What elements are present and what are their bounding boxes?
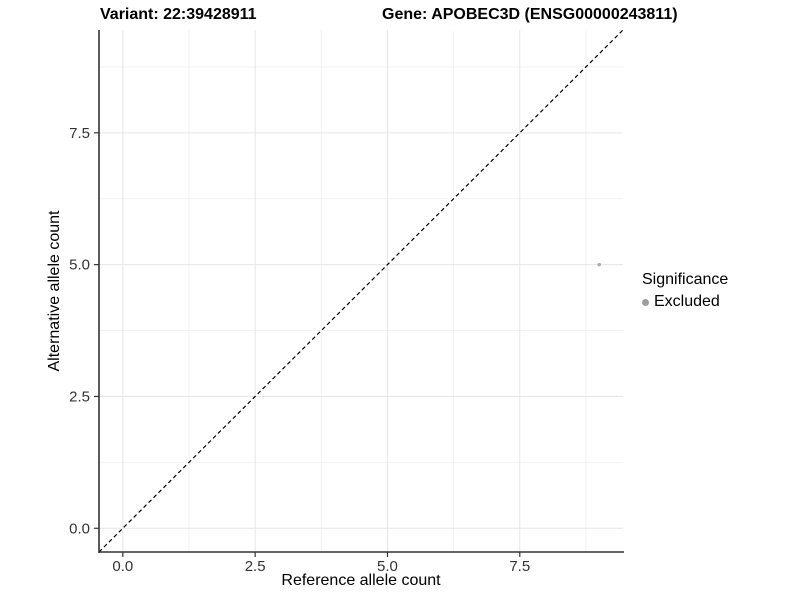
legend-item-label: Excluded <box>654 293 720 310</box>
legend-item-excluded: Excluded <box>642 293 728 311</box>
y-tick-label: 2.5 <box>69 388 90 405</box>
x-tick-label: 5.0 <box>377 558 398 575</box>
plot-title-variant: Variant: 22:39428911 <box>100 6 257 23</box>
y-tick-label: 7.5 <box>69 125 90 142</box>
y-tick-label: 5.0 <box>69 257 90 274</box>
x-tick-label: 2.5 <box>245 558 266 575</box>
identity-dashed-line <box>98 29 624 553</box>
legend: Significance Excluded <box>642 271 728 311</box>
x-tick-label: 0.0 <box>112 558 133 575</box>
y-axis-title: Alternative allele count <box>46 210 63 372</box>
y-tick-label: 0.0 <box>69 520 90 537</box>
x-tick-label: 7.5 <box>509 558 530 575</box>
x-axis-title: Reference allele count <box>281 572 441 589</box>
legend-key-dot-icon <box>642 298 649 306</box>
data-point <box>597 262 601 267</box>
legend-title: Significance <box>642 271 729 288</box>
plot-title-gene: Gene: APOBEC3D (ENSG00000243811) <box>382 6 678 23</box>
